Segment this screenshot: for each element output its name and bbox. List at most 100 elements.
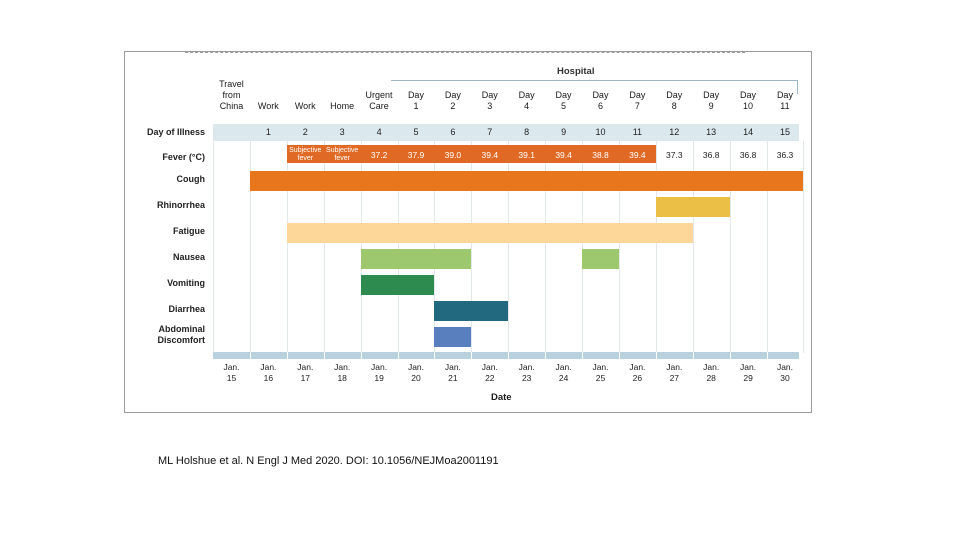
date-label: Jan. 28 — [703, 362, 720, 383]
grid-line — [360, 141, 362, 353]
fever-value: 36.3 — [776, 150, 794, 160]
phase-label: Urgent Care — [365, 90, 393, 111]
fever-value: 37.3 — [666, 150, 683, 160]
symptom-label: Cough — [176, 174, 206, 184]
date-label: Jan. 20 — [407, 362, 425, 383]
fever-value: 39.0 — [444, 150, 462, 160]
date-tick — [618, 352, 620, 359]
fever-value: 37.2 — [370, 150, 388, 160]
symptom-label: Diarrhea — [168, 304, 205, 314]
phase-label: Travel from China — [219, 79, 244, 111]
symptom-label: Nausea — [172, 252, 205, 262]
symptom-label: Vomiting — [167, 278, 205, 288]
grid-line — [434, 141, 436, 353]
grid-line — [286, 141, 288, 353]
hospital-day-label: Day 6 — [592, 90, 609, 111]
date-label: Jan. 27 — [666, 362, 683, 383]
timeline-figure: Travel from China Work Work Home Urgent Care Ho… — [124, 51, 812, 413]
grid-line — [582, 141, 583, 353]
symptom-bar — [434, 301, 509, 321]
grid-line — [692, 141, 694, 353]
hospital-day-label: Day 7 — [629, 90, 646, 111]
phase-label: Work — [294, 101, 316, 111]
date-label: Jan. 24 — [555, 362, 572, 383]
symptom-label: Fatigue — [172, 226, 205, 236]
illness-day-number: 13 — [706, 127, 717, 137]
symptom-label: Abdominal Discomfort — [157, 324, 205, 345]
hospital-day-label: Day 8 — [666, 90, 683, 111]
illness-day-number: 9 — [561, 127, 567, 137]
fever-value: 36.8 — [702, 150, 720, 160]
hospital-bracket-end — [797, 80, 798, 94]
illness-day-number: 5 — [413, 127, 419, 137]
date-tick — [249, 352, 251, 359]
fever-value: 37.9 — [407, 150, 425, 160]
fever-value: 39.1 — [518, 150, 535, 160]
hospital-label: Hospital — [557, 66, 595, 77]
fever-value: 36.8 — [739, 150, 757, 160]
day-of-illness-row — [213, 124, 799, 141]
fever-label: Fever (°C) — [162, 152, 205, 162]
symptom-bar — [360, 275, 435, 295]
hospital-day-label: Day 5 — [555, 90, 572, 111]
hospital-day-label: Day 10 — [740, 90, 757, 111]
symptom-bar — [434, 327, 472, 347]
grid-line — [213, 141, 214, 353]
date-tick — [323, 352, 325, 359]
date-tick — [582, 352, 583, 359]
date-label: Jan. 17 — [297, 362, 314, 383]
date-tick — [545, 352, 547, 359]
fever-value: Subjective fever — [326, 147, 359, 162]
fever-value: Subjective fever — [289, 147, 322, 162]
date-tick — [655, 352, 657, 359]
hospital-day-label: Day 9 — [703, 90, 720, 111]
grid-line — [729, 141, 731, 353]
symptom-bar — [655, 197, 730, 217]
date-tick — [397, 352, 399, 359]
illness-day-number: 8 — [524, 127, 530, 137]
date-label: Jan. 26 — [629, 362, 646, 383]
hospital-day-label: Day 4 — [518, 90, 535, 111]
grid-line — [803, 141, 805, 353]
date-tick — [360, 352, 362, 359]
grid-line — [471, 141, 473, 353]
fever-value: 39.4 — [629, 150, 646, 160]
illness-day-number: 12 — [669, 127, 680, 137]
grid-line — [508, 141, 510, 353]
date-tick — [471, 352, 473, 359]
illness-day-number: 15 — [779, 127, 790, 137]
date-label: Jan. 18 — [334, 362, 351, 383]
illness-day-number: 6 — [450, 127, 456, 137]
hospital-day-label: Day 3 — [481, 90, 498, 111]
fever-value: 39.4 — [481, 150, 499, 160]
illness-day-number: 1 — [265, 127, 271, 137]
symptom-label: Rhinorrhea — [156, 200, 205, 210]
date-label: Jan. 16 — [260, 362, 277, 383]
date-label: Jan. 23 — [518, 362, 535, 383]
fever-bar — [286, 145, 656, 163]
grid-line — [397, 141, 399, 353]
date-tick — [766, 352, 768, 359]
top-border-line — [185, 52, 745, 53]
grid-line — [655, 141, 657, 353]
illness-day-number: 3 — [339, 127, 345, 137]
date-label: Jan. 19 — [371, 362, 388, 383]
date-tick — [286, 352, 288, 359]
date-tick — [729, 352, 731, 359]
phase-label: Home — [330, 101, 355, 111]
grid-line — [323, 141, 325, 353]
symptom-bar — [360, 249, 472, 269]
date-label: Jan. 30 — [776, 362, 794, 383]
illness-day-number: 10 — [595, 127, 606, 137]
grid-line — [545, 141, 547, 353]
date-label: Jan. 29 — [740, 362, 757, 383]
grid-line — [766, 141, 768, 353]
date-label: Jan. 25 — [592, 362, 609, 383]
date-tick — [434, 352, 436, 359]
illness-day-number: 2 — [302, 127, 308, 137]
day-of-illness-label: Day of Illness — [146, 127, 205, 137]
hospital-day-label: Day 2 — [444, 90, 461, 111]
symptom-bar — [249, 171, 804, 191]
date-tick — [692, 352, 694, 359]
illness-day-number: 7 — [487, 127, 493, 137]
